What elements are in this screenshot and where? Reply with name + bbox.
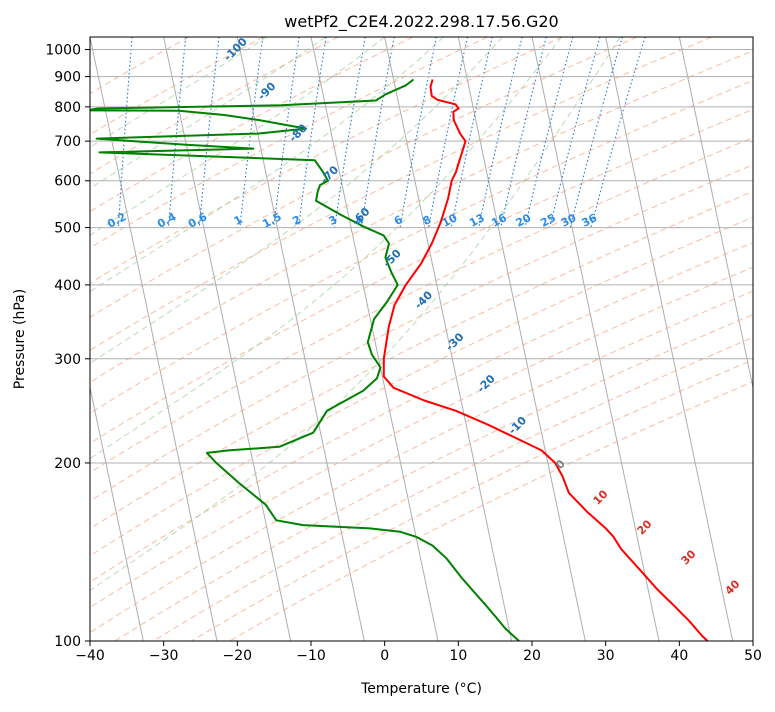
x-tick-label: 0	[380, 648, 389, 664]
x-tick-label: −20	[223, 648, 253, 664]
x-tick-label: −10	[296, 648, 326, 664]
y-tick-label: 400	[54, 278, 81, 294]
y-tick-label: 900	[54, 70, 81, 86]
y-tick-label: 1000	[45, 43, 81, 59]
x-tick-label: −30	[149, 648, 179, 664]
y-tick-label: 500	[54, 221, 81, 237]
y-tick-label: 700	[54, 134, 81, 150]
x-tick-label: 40	[670, 648, 688, 664]
y-tick-label: 200	[54, 456, 81, 472]
x-tick-label: 30	[597, 648, 615, 664]
chart-title: wetPf2_C2E4.2022.298.17.56.G20	[284, 12, 558, 32]
y-axis-label: Pressure (hPa)	[12, 289, 28, 389]
x-tick-label: 50	[744, 648, 762, 664]
x-tick-label: −40	[75, 648, 105, 664]
x-tick-label: 10	[449, 648, 467, 664]
x-tick-label: 20	[523, 648, 541, 664]
y-tick-label: 800	[54, 100, 81, 116]
y-tick-label: 100	[54, 634, 81, 650]
y-tick-label: 300	[54, 352, 81, 368]
y-tick-label: 600	[54, 174, 81, 190]
x-axis-label: Temperature (°C)	[360, 681, 482, 697]
